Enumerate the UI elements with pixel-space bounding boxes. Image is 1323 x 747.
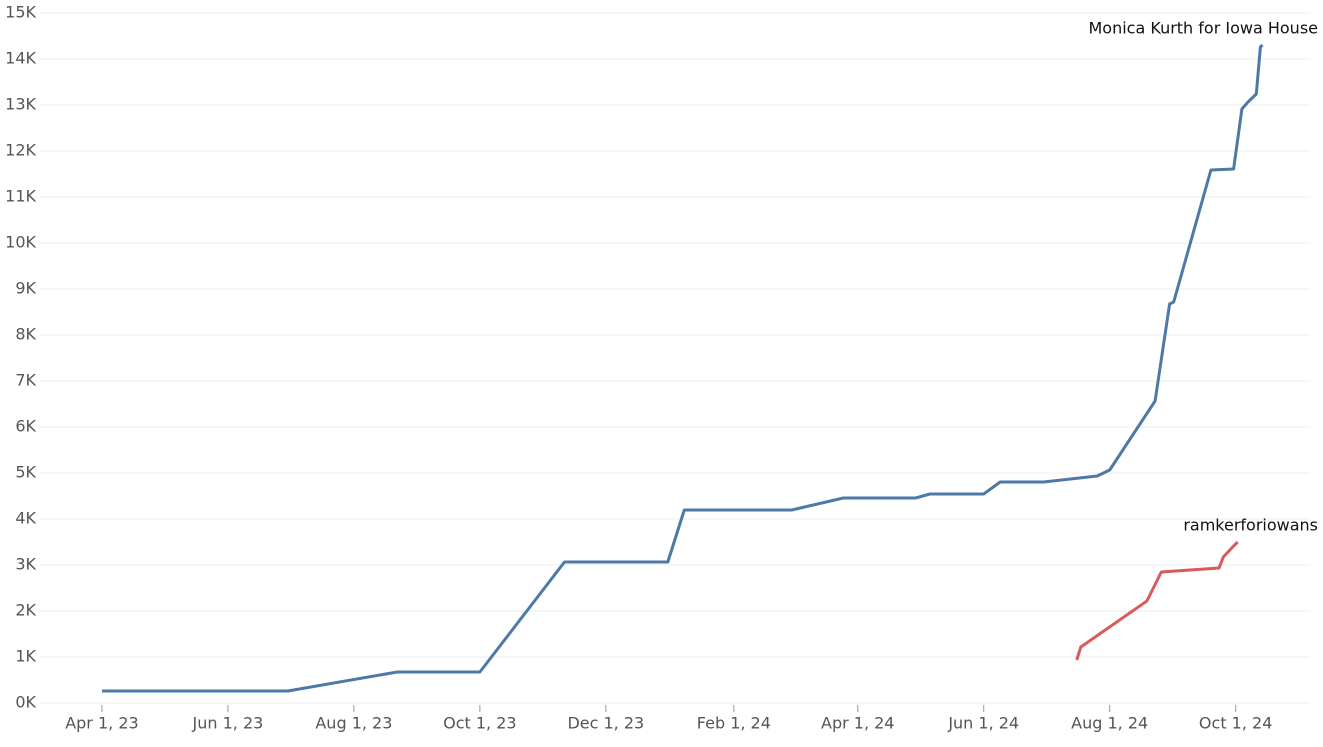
y-tick-label: 3K: [15, 555, 36, 574]
y-tick-label: 5K: [15, 463, 36, 482]
series-label: Monica Kurth for Iowa House: [1089, 19, 1319, 38]
x-tick-label: Oct 1, 23: [443, 714, 516, 733]
y-tick-label: 14K: [5, 49, 36, 68]
y-tick-label: 9K: [15, 279, 36, 298]
x-tick-label: Oct 1, 24: [1199, 714, 1272, 733]
x-tick-label: Feb 1, 24: [697, 714, 771, 733]
series-label: ramkerforiowans: [1183, 516, 1318, 535]
y-tick-label: 0K: [15, 693, 36, 712]
y-tick-label: 7K: [15, 371, 36, 390]
x-tick-label: Aug 1, 23: [315, 714, 392, 733]
x-tick-label: Dec 1, 23: [567, 714, 644, 733]
y-tick-label: 6K: [15, 417, 36, 436]
x-tick-label: Apr 1, 23: [65, 714, 138, 733]
x-tick-label: Jun 1, 24: [947, 714, 1019, 733]
x-tick-label: Jun 1, 23: [192, 714, 264, 733]
x-tick-label: Aug 1, 24: [1071, 714, 1148, 733]
y-tick-label: 4K: [15, 509, 36, 528]
y-tick-label: 15K: [5, 3, 36, 22]
series-line: [1075, 540, 1239, 661]
series-line: [102, 43, 1264, 693]
y-tick-label: 11K: [5, 187, 36, 206]
y-tick-label: 10K: [5, 233, 36, 252]
y-tick-label: 12K: [5, 141, 36, 160]
x-tick-label: Apr 1, 24: [821, 714, 894, 733]
y-tick-label: 8K: [15, 325, 36, 344]
y-tick-label: 13K: [5, 95, 36, 114]
y-tick-label: 1K: [15, 647, 36, 666]
y-tick-label: 2K: [15, 601, 36, 620]
